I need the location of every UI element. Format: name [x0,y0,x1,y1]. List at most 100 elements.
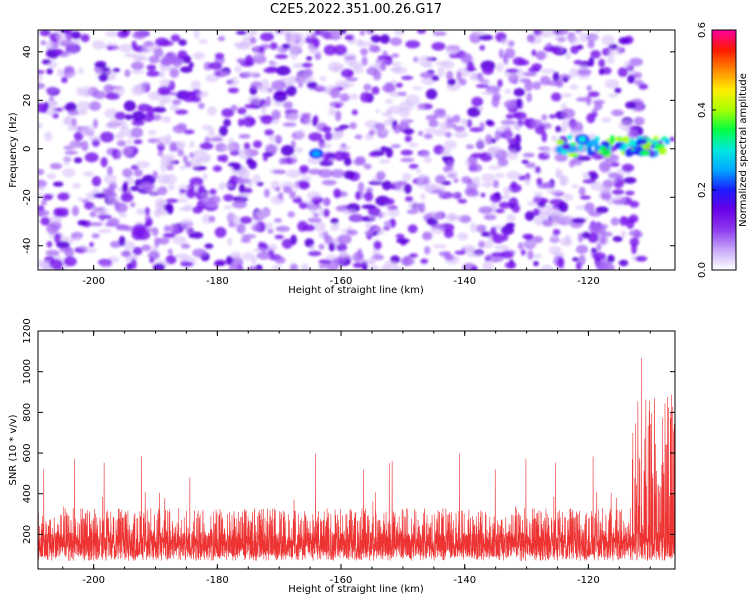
x-tick-label: -180 [206,575,229,586]
heatmap-cell [478,34,493,41]
heatmap-cell [353,158,367,166]
heatmap-cell [161,116,172,123]
heatmap-cell [277,47,283,53]
heatmap-cell [590,181,603,191]
heatmap-cell [47,60,58,69]
heatmap-cell [346,229,358,236]
heatmap-cell [57,192,70,201]
heatmap-cell [572,257,579,262]
heatmap-cell [122,250,131,258]
heatmap-cell [360,48,368,56]
heatmap-cell [170,34,181,42]
heatmap-cell [470,163,483,172]
heatmap-cell [503,190,510,201]
heatmap-cell [520,249,526,256]
heatmap-cell [374,122,385,130]
heatmap-cell [482,180,493,188]
heatmap-cell [578,136,587,143]
heatmap-cell [45,40,54,51]
heatmap-cell [404,135,412,143]
heatmap-cell [56,241,70,249]
heatmap-cell [391,53,400,58]
heatmap-cell [592,252,607,261]
heatmap-cell [577,155,592,161]
heatmap-cell [275,225,290,232]
heatmap-cell [591,108,598,114]
heatmap-cell [119,211,127,218]
heatmap-cell [573,154,578,158]
heatmap-cell [432,211,443,221]
heatmap-cell [308,132,323,142]
heatmap-cell [420,258,429,264]
heatmap-cell [76,101,91,111]
heatmap-cell [532,208,540,217]
heatmap-cell [424,128,437,134]
heatmap-cell [494,192,501,199]
heatmap-cell [633,232,643,238]
x-tick-label: -140 [453,276,476,287]
heatmap-cell [218,182,226,191]
heatmap-cell [151,227,159,237]
heatmap-cell [363,229,374,236]
heatmap-cell [600,145,606,151]
heatmap-cell [341,145,351,150]
heatmap-cell [236,58,246,64]
colorbar-scale [711,29,737,271]
heatmap-cell [121,30,131,37]
heatmap-cell [437,114,452,119]
heatmap-cell [611,109,624,117]
heatmap-cell [507,138,518,145]
y-tick-label: 20 [22,94,33,107]
heatmap-cell [307,156,322,165]
heatmap-cell [601,149,611,157]
heatmap-cell [118,43,133,53]
heatmap-cell [563,193,574,202]
heatmap-cell [356,248,363,259]
heatmap-cell [333,257,347,264]
heatmap-cell [481,240,494,249]
heatmap-cell [133,169,143,177]
heatmap-cell [457,232,469,241]
heatmap-cell [466,61,475,72]
heatmap-cell [309,244,315,252]
heatmap-cell [588,222,602,234]
heatmap-cell [118,235,126,247]
heatmap-cell [82,171,95,177]
heatmap-cell [142,112,155,122]
heatmap-cell [459,215,472,224]
heatmap-cell [472,252,483,258]
heatmap-cell [373,240,382,250]
heatmap-cell [551,135,558,142]
heatmap-cell [406,209,418,215]
heatmap-cell [135,160,151,169]
heatmap-cell [199,142,214,150]
heatmap-cell [408,253,419,258]
heatmap-cell [487,165,502,170]
heatmap-cell [180,66,193,73]
heatmap-cell [601,67,612,75]
heatmap-cell [521,159,529,164]
heatmap-cell [431,42,446,51]
heatmap-cell [532,196,542,203]
heatmap-cell [265,96,271,107]
heatmap-cell [485,134,493,145]
heatmap-cell [494,130,501,141]
heatmap-cell [354,134,363,140]
heatmap-cell [80,140,89,152]
heatmap-cell [99,131,115,143]
heatmap-cell [481,91,495,96]
heatmap-cell [598,58,606,68]
heatmap-cell [263,188,270,198]
snr-y-axis-label: SNR (10 * v/v) [8,414,19,485]
heatmap-cell [577,142,584,152]
heatmap-cell [190,80,201,91]
heatmap-cell [209,137,224,142]
heatmap-cell [79,244,88,250]
heatmap-cell [617,67,628,77]
heatmap-cell [269,61,280,67]
heatmap-cell [446,70,454,81]
heatmap-cell [207,126,215,137]
heatmap-cell [532,119,543,128]
heatmap-cell [274,234,284,240]
heatmap-cell [598,68,605,76]
